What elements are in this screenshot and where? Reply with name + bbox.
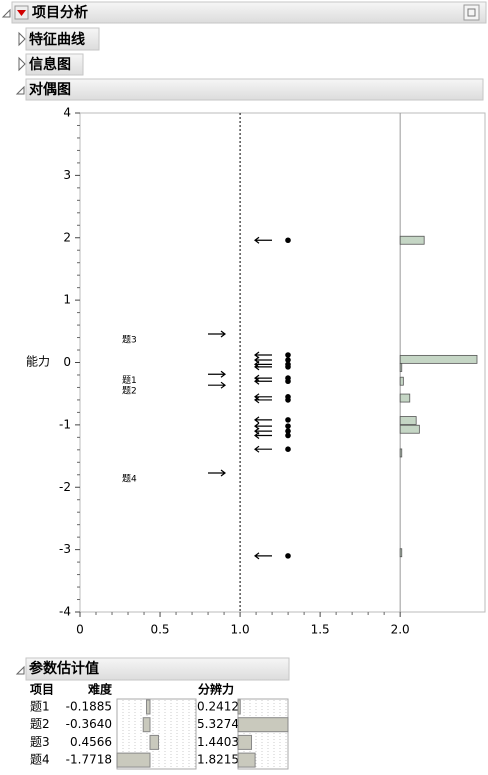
y-tick-label: 1 [63,293,71,307]
ability-arrow [254,422,272,430]
item-label: 题4 [122,474,137,485]
difficulty-value: -0.1885 [66,700,112,714]
section-header[interactable] [25,78,484,101]
item-name: 题2 [30,717,50,731]
column-header: 难度 [87,682,113,697]
section-title: 信息图 [29,56,71,73]
disclosure-open[interactable] [15,665,25,675]
y-tick-label: 2 [63,230,71,244]
histogram-bar [399,448,403,458]
ability-point [285,352,291,358]
discrimination-value: 5.3274 [197,717,239,731]
x-tick-label: 2.0 [391,623,410,637]
ability-arrow [254,374,272,382]
x-tick-label: 1.5 [311,623,330,637]
y-tick-label: -1 [59,417,71,431]
discrimination-value: 0.2412 [197,700,239,714]
difficulty-arrow [208,469,226,477]
difficulty-arrow [208,370,226,378]
ability-arrow [254,363,272,371]
section-header[interactable] [25,53,84,76]
ability-arrow [254,377,272,385]
ability-arrow [254,393,272,401]
disclosure-closed[interactable] [18,56,26,72]
red-triangle [17,10,26,16]
ability-arrow [254,431,272,439]
discrimination-bar [237,717,289,733]
icon-detail [467,8,476,17]
item-label: 题2 [122,386,137,397]
difficulty-value: -1.7718 [66,753,112,767]
item-label: 题1 [122,375,137,386]
column-header: 分辨力 [198,682,234,697]
histogram-bar [399,548,403,558]
ability-point [285,364,291,370]
ability-point [285,423,291,429]
histogram-bar [399,235,425,245]
disclosure-closed[interactable] [18,31,26,47]
histogram-bar [399,363,403,372]
difficulty-value: 0.4566 [70,735,112,749]
difficulty-bar [116,752,151,768]
y-axis-label: 能力 [26,355,50,369]
ability-point [285,428,291,434]
ability-point [285,357,291,363]
ability-point [285,378,291,385]
ability-point [285,397,291,403]
ability-arrow [254,445,272,453]
options-icon[interactable] [463,4,480,21]
difficulty-arrow [208,381,226,389]
discrimination-value: 1.4403 [197,735,239,749]
discrimination-bar [237,699,241,715]
disclosure-open[interactable] [1,8,11,18]
difficulty-bar [149,734,160,750]
ability-arrow [254,396,272,404]
item-name: 题3 [30,735,50,749]
x-tick-label: 1.0 [231,623,250,637]
section-header[interactable] [25,27,100,51]
histogram-bar [399,416,417,425]
difficulty-value: -0.3640 [66,717,112,731]
x-tick-label: 0.5 [150,623,169,637]
section-title: 参数估计值 [29,660,99,677]
x-tick-label: 0 [76,623,84,637]
column-header: 项目 [30,683,54,697]
section-title: 特征曲线 [29,31,85,48]
section-header[interactable] [25,657,290,681]
histogram-bar [399,376,404,386]
section-title: 对偶图 [29,81,71,98]
discrimination-bar [237,734,253,750]
ability-point [285,417,291,423]
histogram-bar [399,424,420,434]
y-tick-label: -2 [59,480,71,494]
ability-point [285,237,291,244]
ability-arrow [254,552,272,560]
y-tick-label: 0 [63,355,71,369]
ability-arrow [254,236,272,244]
ability-point [285,446,291,453]
item-name: 题4 [30,753,50,767]
outline-title: 项目分析 [32,4,88,21]
difficulty-arrow [208,330,226,338]
disclosure-open[interactable] [15,85,25,95]
histogram-bar [399,393,411,403]
y-tick-label: 3 [63,168,71,182]
outline-header[interactable] [11,1,487,24]
ability-point [285,553,291,559]
ability-arrow [254,416,272,424]
ability-point [285,432,291,439]
difficulty-bar [145,699,151,715]
y-tick-label: -3 [59,542,71,556]
ability-arrow [254,351,272,359]
item-name: 题1 [30,700,50,714]
y-tick-label: 4 [63,106,71,120]
y-tick-label: -4 [59,605,71,619]
difficulty-bar [142,717,151,733]
item-label: 题3 [122,335,137,346]
discrimination-value: 1.8215 [197,753,239,767]
discrimination-bar [237,752,256,768]
histogram-bar [399,354,478,364]
